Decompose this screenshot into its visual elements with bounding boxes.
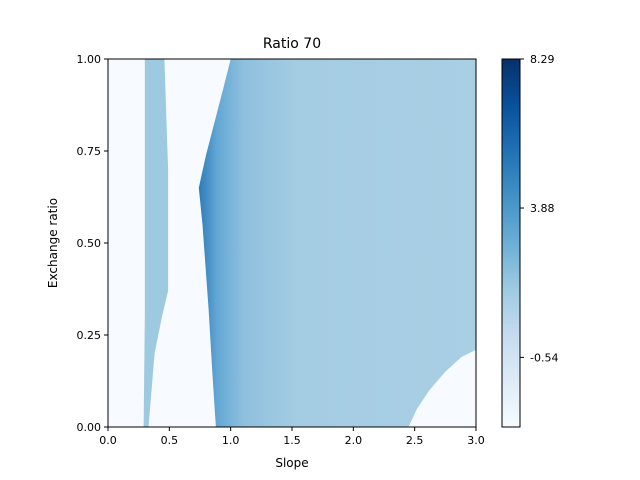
colorbar-tick-label: 8.29 <box>530 53 555 66</box>
y-axis-label: Exchange ratio <box>46 198 60 288</box>
x-tick-label: 2.0 <box>345 434 363 447</box>
y-tick-label: 0.50 <box>77 237 102 250</box>
x-tick-label: 0.0 <box>99 434 117 447</box>
y-tick-label: 0.00 <box>77 421 102 434</box>
colorbar-ticks: 8.29 3.88 -0.54 <box>520 53 558 364</box>
x-axis-ticks: 0.0 0.5 1.0 1.5 2.0 2.5 3.0 <box>99 427 485 447</box>
y-tick-label: 1.00 <box>77 53 102 66</box>
chart-title: Ratio 70 <box>263 36 321 52</box>
colorbar-tick-label: -0.54 <box>530 351 558 364</box>
x-tick-label: 1.5 <box>283 434 301 447</box>
narrow-band-region <box>143 59 169 427</box>
heatmap-regions <box>143 59 476 427</box>
y-tick-label: 0.25 <box>77 329 102 342</box>
y-axis-ticks: 0.00 0.25 0.50 0.75 1.00 <box>77 53 108 434</box>
colorbar-tick-label: 3.88 <box>530 202 555 215</box>
x-axis-label: Slope <box>275 456 308 470</box>
x-tick-label: 3.0 <box>467 434 485 447</box>
main-region <box>198 59 476 427</box>
y-tick-label: 0.75 <box>77 145 102 158</box>
x-tick-label: 2.5 <box>406 434 424 447</box>
x-tick-label: 1.0 <box>222 434 240 447</box>
colorbar <box>501 58 521 428</box>
x-tick-label: 0.5 <box>161 434 179 447</box>
